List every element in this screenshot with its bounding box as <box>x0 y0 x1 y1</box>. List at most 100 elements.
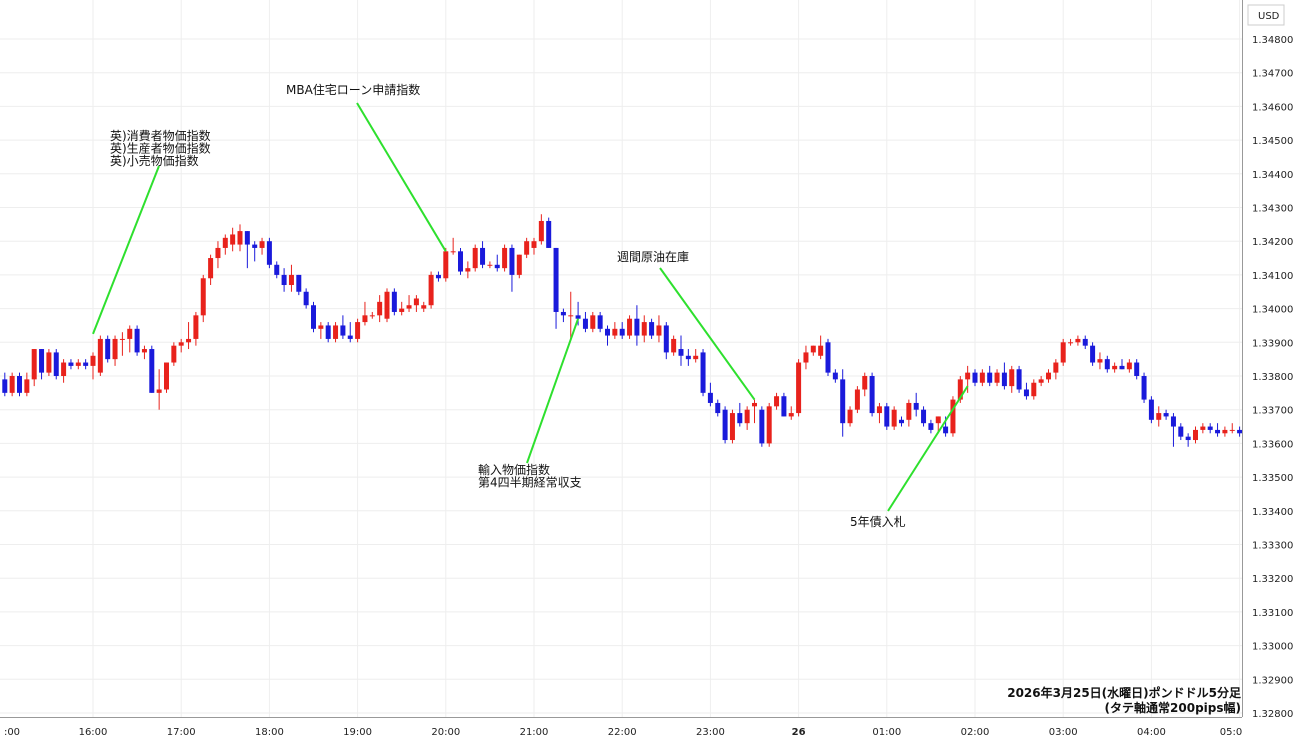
candle-down <box>700 349 706 397</box>
candle-up <box>693 349 699 363</box>
candle-up <box>752 399 757 424</box>
candle-body <box>237 231 243 245</box>
candle-body <box>421 305 427 309</box>
y-tick-label: 1.34800 <box>1252 35 1293 46</box>
candle-body <box>377 301 383 316</box>
candle-body <box>1229 429 1235 431</box>
candle-up <box>950 396 956 437</box>
candle-down <box>663 322 669 360</box>
x-tick-label: 19:00 <box>343 727 372 738</box>
annotation-label: 英)小売物価指数 <box>110 153 199 168</box>
candle-up <box>1222 426 1228 437</box>
candle-up <box>1156 406 1162 427</box>
candle-body <box>288 274 294 286</box>
candle-up <box>979 369 985 387</box>
candle-up <box>524 237 530 259</box>
candle-body <box>90 355 96 366</box>
candle-up <box>766 402 772 447</box>
candle-body <box>362 315 368 323</box>
candle-body <box>333 325 339 339</box>
candle-up <box>112 335 118 366</box>
candle-body <box>200 278 206 316</box>
candle-body <box>869 376 875 414</box>
candle-up <box>127 325 133 353</box>
candle-down <box>1163 409 1169 420</box>
annotation-label: 5年債入札 <box>850 514 906 529</box>
candle-body <box>171 345 177 363</box>
candle-body <box>502 247 508 269</box>
annotation-line <box>356 102 447 252</box>
candle-body <box>244 231 250 245</box>
candle-up <box>362 301 368 326</box>
y-tick-label: 1.34500 <box>1252 136 1293 147</box>
candle-body <box>641 322 647 336</box>
candle-up <box>119 332 125 356</box>
candle-down <box>340 315 346 339</box>
x-tick-label: 01:00 <box>872 727 901 738</box>
x-tick-label: 21:00 <box>520 727 549 738</box>
candle-down <box>737 402 743 427</box>
candle-body <box>156 389 162 393</box>
candle-down <box>1023 382 1029 400</box>
candle-body <box>722 409 728 441</box>
x-tick-label: 04:00 <box>1137 727 1166 738</box>
annotation: 週間原油在庫 <box>617 250 756 401</box>
candle-body <box>61 362 67 376</box>
y-tick-label: 1.34100 <box>1252 271 1293 282</box>
candle-body <box>597 315 603 329</box>
candle-up <box>1112 362 1118 373</box>
candle-body <box>31 349 37 380</box>
candle-body <box>862 376 868 390</box>
candle-up <box>487 261 493 269</box>
candle-body <box>1016 369 1022 390</box>
candle-body <box>97 338 103 373</box>
candle-up <box>744 406 750 430</box>
candle-body <box>266 241 272 265</box>
candle-down <box>1016 365 1022 393</box>
candle-body <box>627 318 633 336</box>
candle-down <box>347 322 353 343</box>
candle-up <box>656 315 662 343</box>
y-tick-label: 1.33300 <box>1252 541 1293 552</box>
candle-down <box>296 274 302 296</box>
x-tick-label: 26 <box>792 727 806 738</box>
candle-body <box>1112 365 1118 370</box>
candle-up <box>97 335 103 376</box>
candle-body <box>1009 369 1015 387</box>
candle-up <box>443 247 449 282</box>
x-tick-label: 22:00 <box>608 727 637 738</box>
candle-body <box>24 379 30 393</box>
candle-body <box>913 402 919 410</box>
candle-up <box>1068 338 1074 346</box>
candle-down <box>1104 355 1110 373</box>
candle-body <box>127 328 133 339</box>
candle-down <box>53 349 59 380</box>
candle-up <box>208 254 214 286</box>
candle-up <box>237 224 243 252</box>
candle-up <box>369 311 375 319</box>
candle-up <box>399 301 405 316</box>
candle-up <box>164 362 169 393</box>
candle-up <box>31 349 37 387</box>
candle-body <box>281 274 287 286</box>
x-tick-label: 18:00 <box>255 727 284 738</box>
y-tick-label: 1.32900 <box>1252 675 1293 686</box>
candle-body <box>840 379 846 424</box>
candle-body <box>274 264 280 275</box>
candle-body <box>1185 436 1191 441</box>
candle-down <box>840 369 846 437</box>
x-tick-label: 23:00 <box>696 727 725 738</box>
candle-body <box>818 345 824 356</box>
candle-body <box>685 355 691 360</box>
currency-label: USD <box>1258 11 1280 22</box>
candle-down <box>715 399 721 417</box>
candle-body <box>296 274 302 292</box>
candle-down <box>1178 423 1184 441</box>
candle-body <box>318 325 324 329</box>
candle-up <box>1046 369 1051 383</box>
candle-up <box>472 244 478 272</box>
candle-up <box>193 311 199 346</box>
candle-body <box>1001 372 1007 387</box>
candle-body <box>1215 429 1221 434</box>
